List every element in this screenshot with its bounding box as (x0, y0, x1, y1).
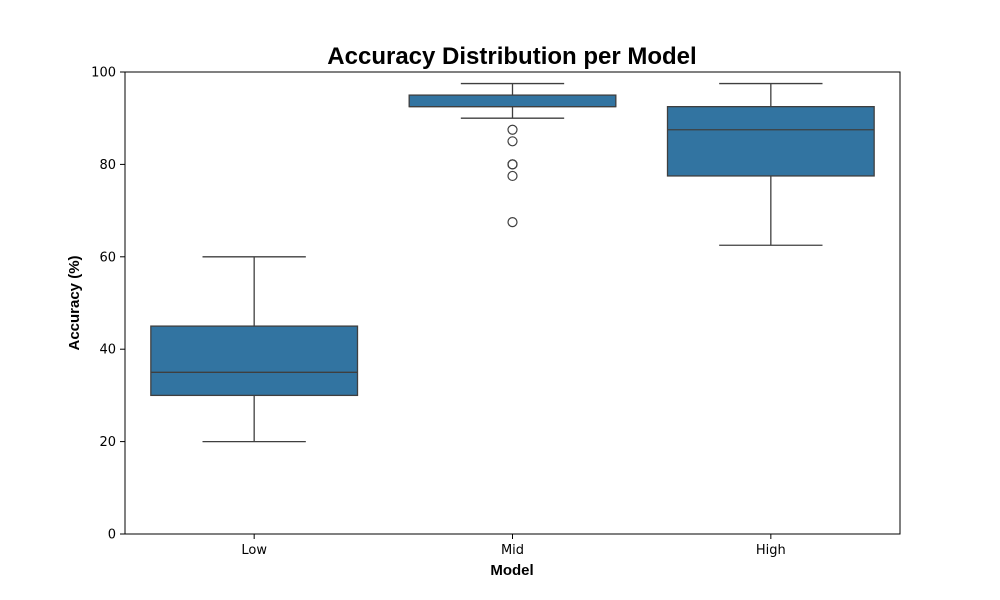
y-tick-label: 100 (91, 66, 116, 81)
outlier-point (507, 124, 518, 135)
x-tick-label-mid: Mid (501, 543, 524, 558)
x-tick-label-high: High (756, 543, 786, 558)
x-axis-label: Model (490, 562, 533, 579)
plot-frame (124, 71, 901, 535)
box-group-low (150, 256, 359, 443)
outlier-point (507, 159, 518, 170)
x-tick-label-low: Low (241, 543, 267, 558)
iqr-box (666, 106, 875, 177)
outlier-point (507, 217, 518, 228)
y-tick-label: 40 (99, 343, 116, 358)
box-group-mid (408, 82, 617, 228)
y-tick-label: 60 (99, 250, 116, 265)
iqr-box (150, 325, 359, 397)
y-tick-label: 0 (108, 528, 116, 543)
y-tick-label: 80 (99, 158, 116, 173)
y-tick-label: 20 (99, 435, 116, 450)
y-axis-label: Accuracy (%) (66, 255, 83, 350)
chart-title: Accuracy Distribution per Model (327, 43, 696, 70)
outlier-point (507, 170, 518, 182)
box-group-high (666, 82, 875, 246)
axes-layer: 0 20 40 60 80 100 Low Mid High (91, 66, 786, 559)
iqr-box (408, 94, 617, 108)
outlier-point (507, 136, 518, 147)
boxes-layer (150, 82, 875, 443)
